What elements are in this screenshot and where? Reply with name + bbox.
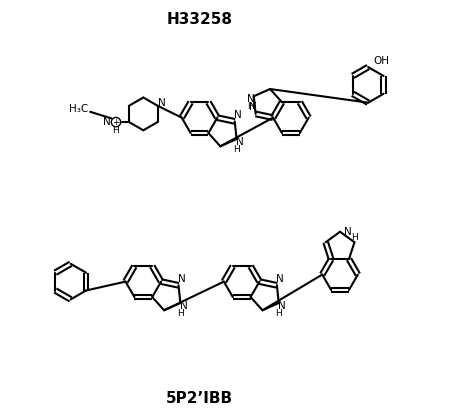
Text: OH: OH: [374, 56, 389, 66]
Text: N: N: [158, 98, 166, 108]
Text: H: H: [112, 126, 118, 135]
Text: H: H: [247, 102, 254, 111]
Text: N: N: [276, 274, 284, 284]
Text: N: N: [234, 110, 242, 120]
Text: N: N: [178, 274, 186, 284]
Text: H33258: H33258: [166, 12, 233, 27]
Text: N: N: [180, 301, 188, 311]
Text: H: H: [275, 309, 282, 318]
Text: H: H: [233, 145, 240, 154]
Text: N: N: [248, 102, 256, 112]
Text: H: H: [351, 233, 357, 242]
Text: N: N: [344, 227, 352, 237]
Text: N: N: [236, 137, 244, 147]
Text: N: N: [103, 117, 111, 127]
Text: H: H: [177, 309, 184, 318]
Text: N: N: [246, 94, 255, 104]
Text: H₃C: H₃C: [69, 104, 88, 115]
Text: +: +: [112, 117, 120, 127]
Text: N: N: [278, 301, 286, 311]
Text: 5P2’IBB: 5P2’IBB: [166, 391, 233, 406]
